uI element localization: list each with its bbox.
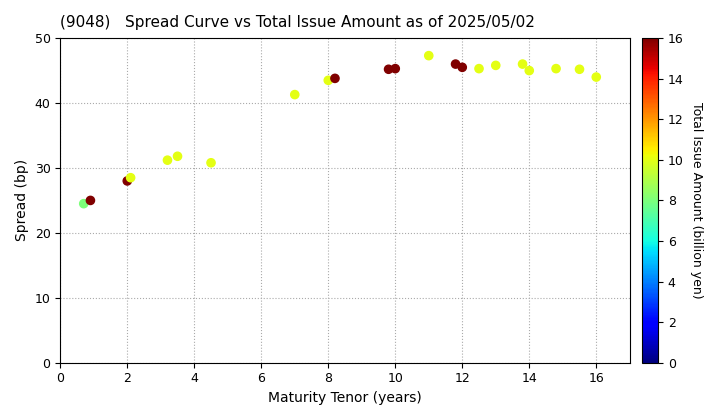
Point (125, 174, 136, 181)
Point (450, 61, 462, 68)
Point (323, 77, 334, 84)
Point (383, 66, 395, 73)
Y-axis label: Total Issue Amount (billion yen): Total Issue Amount (billion yen) (690, 102, 703, 299)
Point (205, 160, 217, 166)
Point (329, 75, 341, 82)
Point (473, 65, 485, 72)
Text: (9048)   Spread Curve vs Total Issue Amount as of 2025/05/02: (9048) Spread Curve vs Total Issue Amoun… (60, 15, 535, 30)
Point (122, 178, 133, 184)
Point (574, 66, 585, 73)
Point (523, 67, 535, 74)
Y-axis label: Spread (bp): Spread (bp) (15, 159, 29, 242)
Point (423, 52, 435, 59)
Point (78, 200, 89, 207)
Point (456, 64, 468, 71)
X-axis label: Maturity Tenor (years): Maturity Tenor (years) (268, 391, 422, 405)
Point (289, 91, 300, 98)
Point (590, 74, 602, 80)
Point (162, 157, 174, 163)
Point (550, 65, 562, 72)
Point (172, 153, 184, 160)
Point (517, 61, 528, 68)
Point (390, 65, 401, 72)
Point (490, 62, 502, 69)
Point (85, 197, 96, 204)
